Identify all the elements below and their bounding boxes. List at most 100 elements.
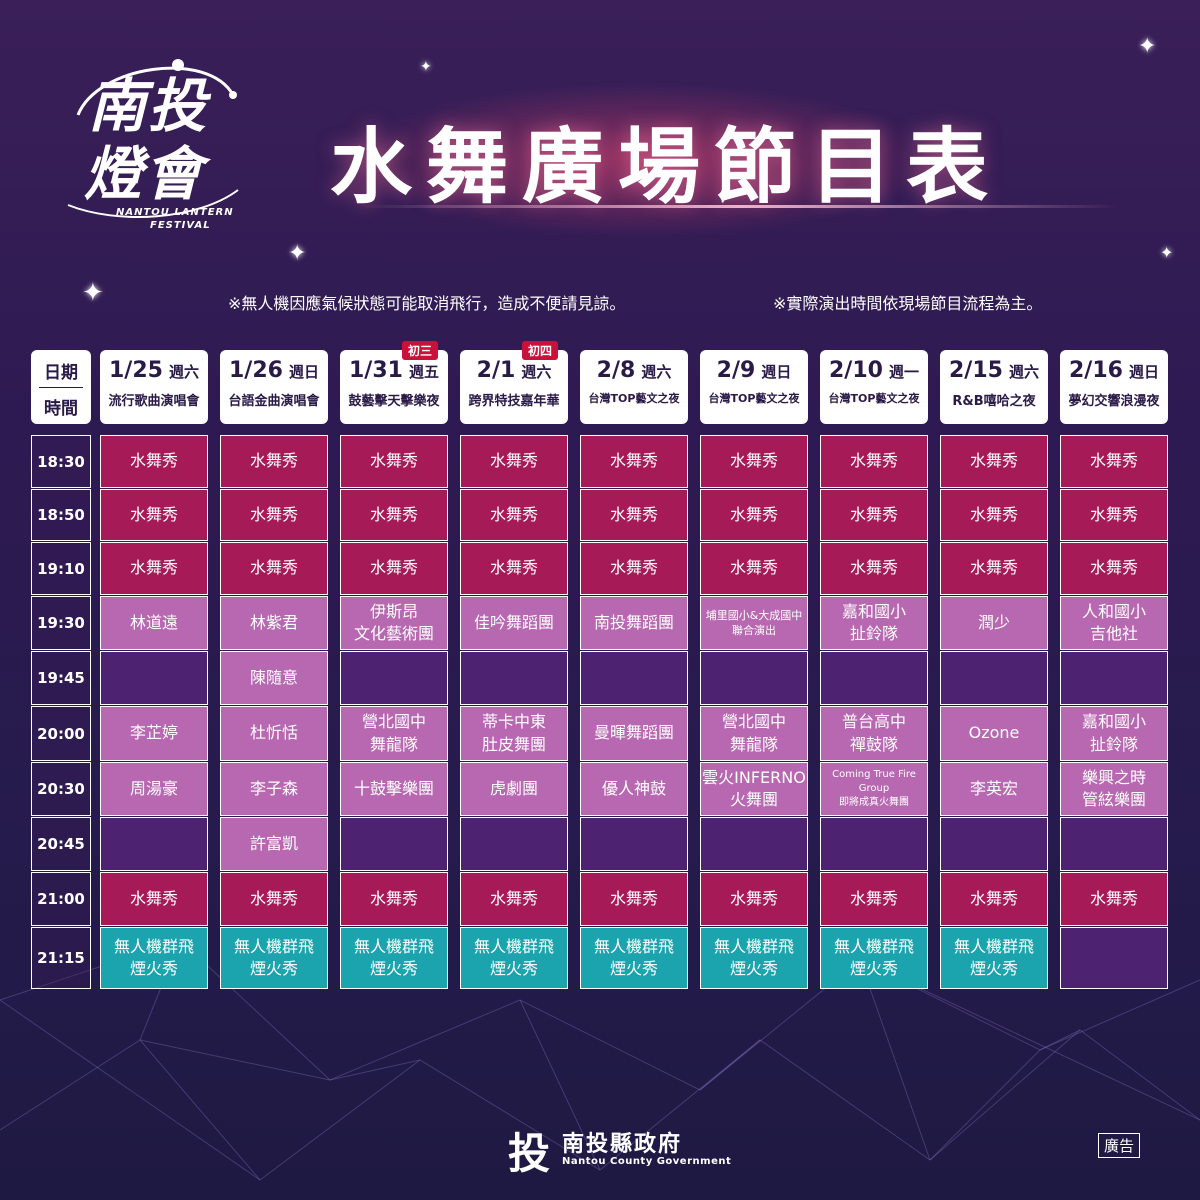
schedule-cell: 水舞秀 bbox=[1060, 872, 1168, 926]
note-schedule: ※實際演出時間依現場節目流程為主。 bbox=[773, 294, 1043, 313]
schedule-cell: 曼暉舞蹈團 bbox=[580, 706, 688, 761]
schedule-cell: 水舞秀 bbox=[100, 489, 208, 541]
schedule-cell: 埔里國小&大成國中 聯合演出 bbox=[700, 596, 808, 650]
header-date: 1/31 週五 bbox=[340, 358, 448, 383]
schedule-cell: 水舞秀 bbox=[1060, 435, 1168, 488]
header-weekday: 週六 bbox=[1008, 363, 1039, 381]
schedule-cell: 水舞秀 bbox=[460, 489, 568, 541]
schedule-cell: 無人機群飛 煙火秀 bbox=[220, 927, 328, 989]
schedule-cell: 水舞秀 bbox=[340, 872, 448, 926]
header-date-value: 2/15 bbox=[949, 358, 1003, 383]
sparkle-icon: ✦ bbox=[1138, 34, 1157, 59]
schedule-cell: 李英宏 bbox=[940, 762, 1048, 816]
empty-slot bbox=[820, 817, 928, 871]
logo-en-line1: NANTOU LANTERN bbox=[116, 207, 234, 218]
schedule-cell: 無人機群飛 煙火秀 bbox=[100, 927, 208, 989]
schedule-cell: 水舞秀 bbox=[700, 489, 808, 541]
header-event: 台灣TOP藝文之夜 bbox=[588, 392, 680, 405]
header-weekday: 週日 bbox=[288, 363, 319, 381]
schedule-cell: 杜忻恬 bbox=[220, 706, 328, 761]
schedule-cell: 無人機群飛 煙火秀 bbox=[700, 927, 808, 989]
header-date-value: 1/26 bbox=[229, 358, 283, 383]
schedule-cell: 水舞秀 bbox=[340, 489, 448, 541]
empty-slot bbox=[700, 817, 808, 871]
header-day-6: 2/9 週日台灣TOP藝文之夜 bbox=[700, 350, 808, 424]
schedule-cell: 許富凱 bbox=[220, 817, 328, 871]
schedule-cell: 水舞秀 bbox=[700, 435, 808, 488]
header-date: 2/8 週六 bbox=[580, 358, 688, 383]
empty-slot bbox=[820, 651, 928, 705]
schedule-cell: 水舞秀 bbox=[220, 489, 328, 541]
county-mark: 投 bbox=[508, 1129, 551, 1178]
schedule-cell: 水舞秀 bbox=[940, 435, 1048, 488]
header-date-value: 2/16 bbox=[1069, 358, 1123, 383]
header-day-7: 2/10 週一台灣TOP藝文之夜 bbox=[820, 350, 928, 424]
time-cell: 20:30 bbox=[31, 762, 91, 816]
schedule-cell: 水舞秀 bbox=[580, 489, 688, 541]
schedule-cell: 水舞秀 bbox=[220, 542, 328, 595]
header-date: 2/9 週日 bbox=[700, 358, 808, 383]
county-name-en: Nantou County Government bbox=[562, 1156, 732, 1167]
empty-slot bbox=[1060, 651, 1168, 705]
header-event: 夢幻交響浪漫夜 bbox=[1068, 394, 1160, 409]
schedule-cell: 水舞秀 bbox=[820, 542, 928, 595]
header-event: 台灣TOP藝文之夜 bbox=[708, 392, 800, 405]
schedule-cell: 林道遠 bbox=[100, 596, 208, 650]
time-cell: 21:15 bbox=[31, 927, 91, 989]
empty-slot bbox=[700, 651, 808, 705]
schedule-cell: 水舞秀 bbox=[460, 872, 568, 926]
time-cell: 20:45 bbox=[31, 817, 91, 871]
note-drone: ※無人機因應氣候狀態可能取消飛行，造成不便請見諒。 bbox=[228, 294, 626, 313]
time-cell: 19:30 bbox=[31, 596, 91, 650]
logo-text-line2: 燈會 bbox=[84, 140, 205, 208]
schedule-cell: 普台高中 禪鼓隊 bbox=[820, 706, 928, 761]
header-event: 流行歌曲演唱會 bbox=[108, 394, 200, 409]
header-event: R&B嘻哈之夜 bbox=[952, 394, 1036, 409]
header-event: 跨界特技嘉年華 bbox=[468, 394, 560, 409]
schedule-cell: Coming True Fire Group 即將成真火舞團 bbox=[820, 762, 928, 816]
schedule-cell: 水舞秀 bbox=[340, 542, 448, 595]
schedule-cell: 無人機群飛 煙火秀 bbox=[580, 927, 688, 989]
schedule-cell: 水舞秀 bbox=[580, 872, 688, 926]
header-date-time-cell: 日期 時間 bbox=[31, 350, 91, 424]
header-weekday: 週日 bbox=[761, 363, 792, 381]
schedule-cell: 水舞秀 bbox=[940, 489, 1048, 541]
time-cell: 18:30 bbox=[31, 435, 91, 488]
title-glow-line bbox=[360, 205, 1120, 208]
schedule-cell: 水舞秀 bbox=[100, 435, 208, 488]
schedule-cell: 水舞秀 bbox=[1060, 489, 1168, 541]
schedule-cell: 佳吟舞蹈團 bbox=[460, 596, 568, 650]
header-date: 2/10 週一 bbox=[820, 358, 928, 383]
schedule-cell: 營北國中 舞龍隊 bbox=[700, 706, 808, 761]
header-date: 1/26 週日 bbox=[220, 358, 328, 383]
lunar-day-badge: 初四 bbox=[521, 341, 558, 360]
empty-slot bbox=[100, 817, 208, 871]
sparkle-icon: ✦ bbox=[420, 59, 432, 75]
header-weekday: 週五 bbox=[408, 363, 439, 381]
sparkle-icon: ✦ bbox=[288, 241, 307, 266]
header-weekday: 週日 bbox=[1128, 363, 1159, 381]
empty-slot bbox=[340, 651, 448, 705]
schedule-cell: 水舞秀 bbox=[340, 435, 448, 488]
county-government-logo: 投 南投縣政府 Nantou County Government bbox=[508, 1120, 731, 1180]
schedule-cell: 嘉和國小 扯鈴隊 bbox=[1060, 706, 1168, 761]
schedule-cell: 水舞秀 bbox=[700, 542, 808, 595]
schedule-cell: 營北國中 舞龍隊 bbox=[340, 706, 448, 761]
lunar-day-badge: 初三 bbox=[401, 341, 438, 360]
header-date-value: 1/31 bbox=[349, 358, 403, 383]
header-date-value: 2/9 bbox=[716, 358, 756, 383]
schedule-cell: 陳隨意 bbox=[220, 651, 328, 705]
header-date: 2/16 週日 bbox=[1060, 358, 1168, 383]
logo-en-line2: FESTIVAL bbox=[150, 220, 211, 231]
schedule-cell: 水舞秀 bbox=[100, 542, 208, 595]
header-weekday: 週一 bbox=[888, 363, 919, 381]
schedule-cell: 水舞秀 bbox=[700, 872, 808, 926]
schedule-cell: 虎劇團 bbox=[460, 762, 568, 816]
empty-slot bbox=[460, 651, 568, 705]
header-event: 台灣TOP藝文之夜 bbox=[828, 392, 920, 405]
empty-slot bbox=[940, 651, 1048, 705]
header-date-label: 日期 bbox=[44, 363, 78, 383]
empty-slot bbox=[460, 817, 568, 871]
empty-slot bbox=[1060, 927, 1168, 989]
schedule-cell: 水舞秀 bbox=[820, 435, 928, 488]
